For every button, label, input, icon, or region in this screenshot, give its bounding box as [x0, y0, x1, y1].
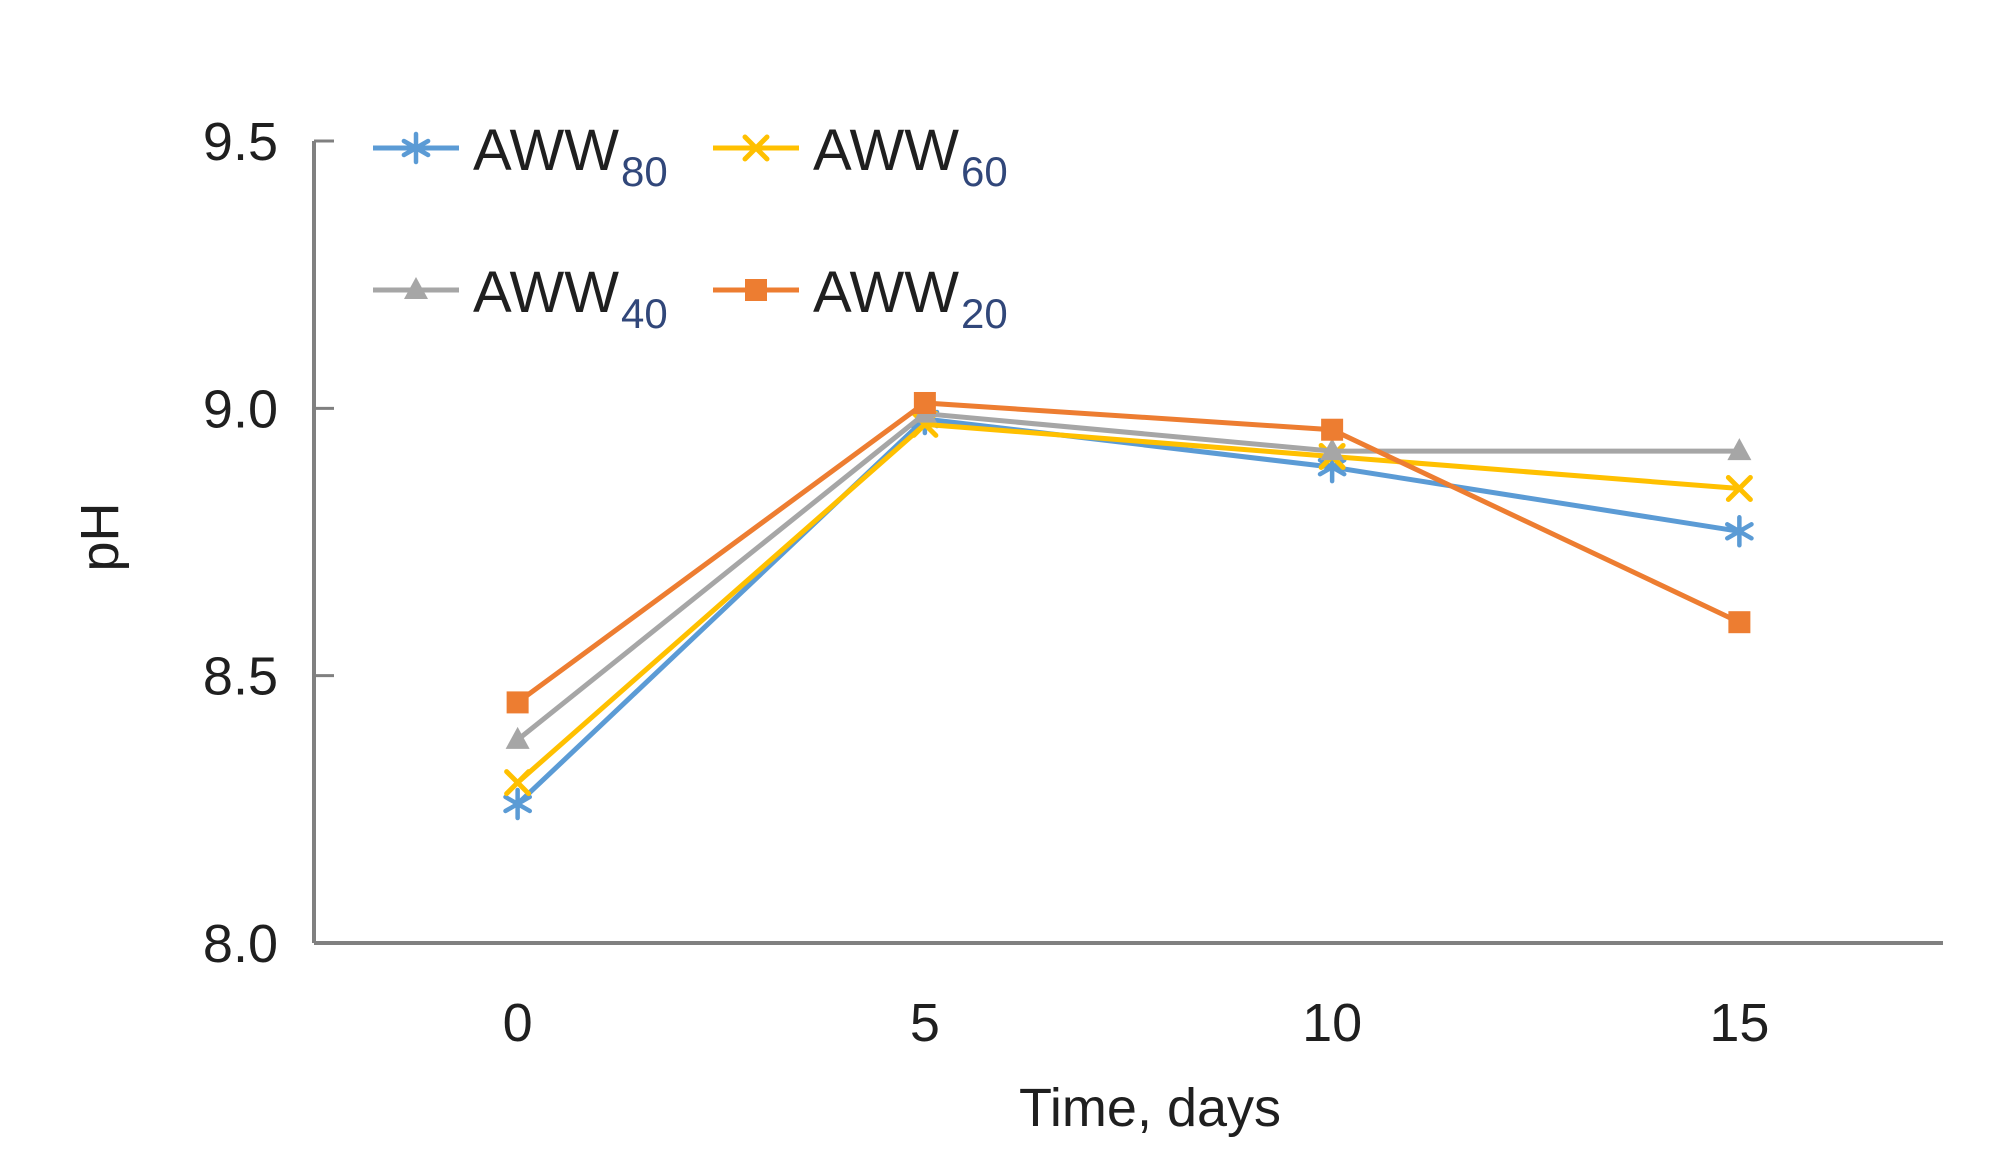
- asterisk-marker-shape: [503, 787, 532, 821]
- y-tick-label: 9.5: [203, 112, 278, 172]
- series-aww80: [503, 402, 1754, 821]
- y-tick-label: 8.5: [203, 647, 278, 707]
- triangle-marker-shape: [404, 277, 428, 299]
- series-aww60: [504, 410, 1753, 797]
- square-marker-shape: [1728, 611, 1751, 634]
- triangle-marker: [1320, 438, 1345, 461]
- series-aww20: [506, 391, 1751, 714]
- legend-label: AWW60: [813, 118, 1008, 195]
- x-tick-label: 5: [910, 993, 940, 1053]
- legend-label-base: AWW: [473, 260, 619, 325]
- legend-label-subscript: 20: [961, 290, 1008, 337]
- x-tick-label: 15: [1709, 993, 1769, 1053]
- x-marker-shape: [1725, 475, 1753, 503]
- asterisk-marker: [503, 787, 532, 821]
- legend-label-subscript: 80: [621, 148, 668, 195]
- square-marker-shape: [913, 391, 936, 414]
- series-line: [515, 416, 1740, 806]
- legend-label: AWW80: [473, 118, 668, 195]
- triangle-marker: [505, 726, 530, 749]
- legend-item-aww60: AWW60: [713, 118, 1008, 195]
- triangle-marker-shape: [1727, 438, 1752, 461]
- asterisk-marker-shape: [401, 131, 431, 165]
- legend-label-base: AWW: [813, 118, 959, 183]
- legend-item-aww40: AWW40: [373, 260, 668, 337]
- series-line: [516, 400, 1741, 705]
- x-marker: [1725, 475, 1753, 503]
- triangle-marker-shape: [1320, 438, 1345, 461]
- x-marker-shape: [742, 134, 770, 162]
- asterisk-marker: [1725, 515, 1754, 548]
- legend-label-base: AWW: [813, 260, 959, 325]
- y-axis-title: pH: [70, 502, 130, 571]
- asterisk-marker-shape: [1725, 515, 1754, 548]
- square-marker-shape: [1321, 418, 1344, 441]
- legend-item-aww20: AWW20: [713, 260, 1008, 337]
- legend-label: AWW20: [813, 260, 1008, 337]
- square-marker: [1321, 418, 1344, 441]
- x-marker-shape: [504, 769, 532, 797]
- square-marker: [506, 691, 529, 714]
- triangle-marker: [404, 277, 428, 299]
- x-marker: [504, 769, 532, 797]
- series-line: [516, 411, 1740, 742]
- series-line: [515, 421, 1740, 785]
- axes: [312, 139, 1943, 945]
- square-marker-shape: [745, 279, 767, 301]
- x-tick-label: 10: [1302, 993, 1362, 1053]
- square-marker: [745, 279, 767, 301]
- x-tick-labels: 0 5 10 15: [503, 993, 1770, 1053]
- x-marker: [742, 134, 770, 162]
- y-tick-label: 8.0: [203, 914, 278, 974]
- legend-label: AWW40: [473, 260, 668, 337]
- asterisk-marker: [401, 131, 431, 165]
- series-aww40: [505, 400, 1752, 749]
- square-marker: [1728, 611, 1751, 634]
- legend-label-subscript: 60: [961, 148, 1008, 195]
- legend-label-subscript: 40: [621, 290, 668, 337]
- y-tick-labels: 9.5 9.0 8.5 8.0: [203, 112, 278, 974]
- y-tick-label: 9.0: [203, 379, 278, 439]
- legend-label-base: AWW: [473, 118, 619, 183]
- square-marker: [913, 391, 936, 414]
- legend-item-aww80: AWW80: [373, 118, 668, 195]
- triangle-marker-shape: [505, 726, 530, 749]
- x-tick-label: 0: [503, 993, 533, 1053]
- square-marker-shape: [506, 691, 529, 714]
- x-axis-title: Time, days: [1019, 1078, 1281, 1138]
- triangle-marker: [1727, 438, 1752, 461]
